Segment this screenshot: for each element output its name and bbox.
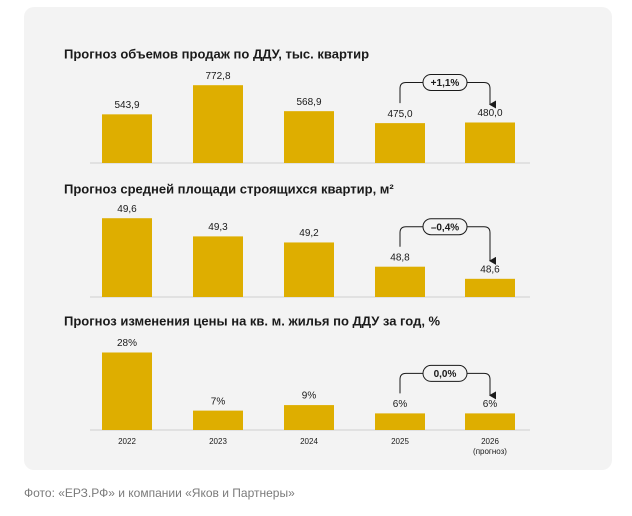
bar	[193, 236, 243, 297]
chart-title: Прогноз средней площади строящихся кварт…	[64, 181, 394, 196]
bar	[284, 242, 334, 297]
bar	[465, 122, 515, 163]
value-label: 49,2	[299, 228, 319, 239]
annotation: 0,0%	[434, 369, 457, 380]
value-label: 49,6	[117, 204, 137, 215]
value-label: 28%	[117, 338, 137, 349]
value-label: 7%	[211, 396, 226, 407]
value-label: 480,0	[477, 108, 502, 119]
bar	[102, 352, 152, 430]
value-label: 9%	[302, 391, 317, 402]
value-label: 6%	[483, 399, 498, 410]
x-tick-label: 2023	[209, 437, 227, 446]
x-tick-label: 2022	[118, 437, 136, 446]
bar	[102, 114, 152, 163]
value-label: 543,9	[114, 100, 139, 111]
bar	[465, 278, 515, 297]
x-tick-label: 2024	[300, 437, 318, 446]
x-tick-label: 2025	[391, 437, 409, 446]
bar	[193, 85, 243, 163]
bar	[375, 123, 425, 163]
bar	[284, 405, 334, 430]
tick-line: (прогноз)	[473, 447, 507, 456]
x-tick-label: 2026 (прогноз)	[473, 437, 507, 456]
annotation: +1,1%	[431, 78, 460, 89]
chart-title: Прогноз объемов продаж по ДДУ, тыс. квар…	[64, 46, 369, 61]
value-label: 49,3	[208, 222, 228, 233]
annotation-pill	[422, 73, 468, 91]
bar	[102, 218, 152, 297]
value-label: 48,6	[480, 264, 500, 275]
annotation-pill	[422, 218, 468, 236]
tick-line: 2026	[481, 437, 499, 446]
chart-title: Прогноз изменения цены на кв. м. жилья п…	[64, 313, 441, 328]
value-label: 475,0	[387, 109, 412, 120]
bar	[193, 410, 243, 430]
bar	[375, 266, 425, 297]
value-label: 772,8	[205, 71, 230, 82]
annotation: –0,4%	[431, 222, 459, 233]
bar	[284, 111, 334, 163]
value-label: 6%	[393, 399, 408, 410]
annotation-pill	[422, 364, 468, 382]
bar	[375, 413, 425, 430]
value-label: 48,8	[390, 252, 410, 263]
caption: Фото: «ЕРЗ.РФ» и компании «Яков и Партне…	[24, 486, 295, 500]
bar	[465, 413, 515, 430]
value-label: 568,9	[296, 97, 321, 108]
